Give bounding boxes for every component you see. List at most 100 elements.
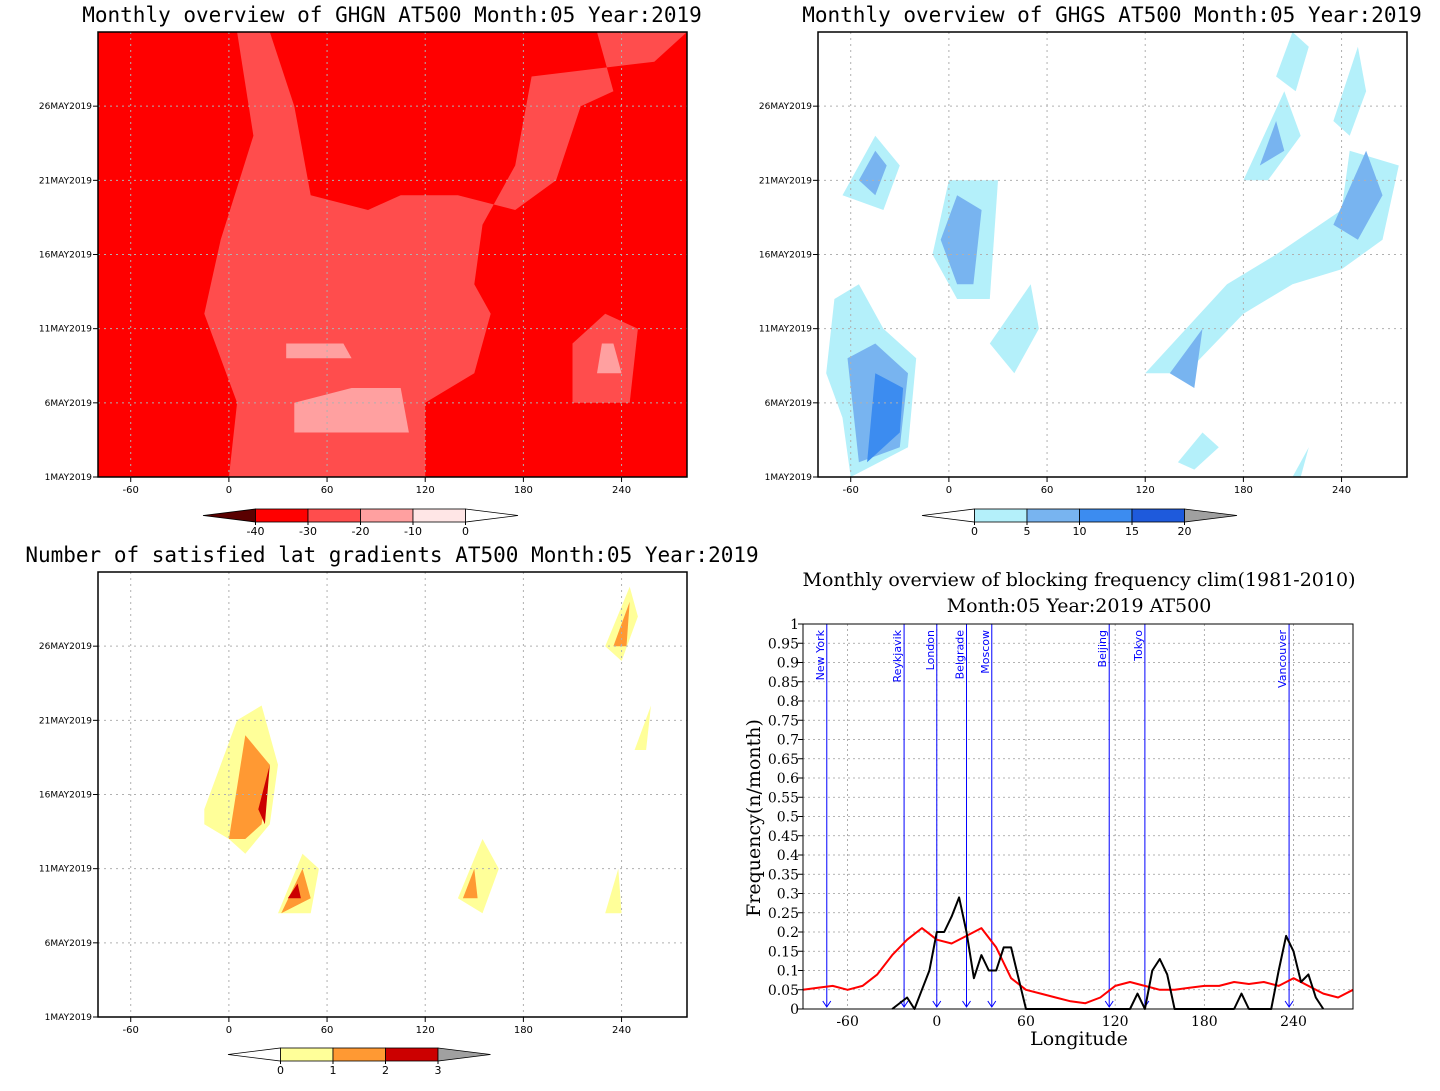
x-tick-label: 240	[612, 485, 631, 496]
colorbar-segment	[1131, 508, 1185, 523]
y-tick-label: 21MAY2019	[39, 176, 92, 186]
x-tick-label: 120	[1136, 485, 1155, 496]
freq-x-tick-label: 60	[1017, 1014, 1035, 1030]
freq-y-tick-label: 0.15	[768, 944, 799, 960]
x-tick-label: 180	[514, 485, 533, 496]
city-arrow	[1104, 1000, 1114, 1008]
plot-frame	[817, 31, 1408, 478]
colorbar-label: 0	[971, 525, 978, 538]
ghgs-blob-nw-core	[858, 150, 887, 196]
colorbar-arrow-left	[202, 508, 256, 523]
grad-plot: -60 0 60 120 180 240 1MAY2019 6MAY2019 11MAY2019…	[39, 571, 688, 1036]
freq-y-tick-label: 0.35	[768, 867, 799, 883]
ghgs-blob-top-core	[1259, 121, 1285, 166]
x-tick-label: 0	[946, 485, 952, 496]
grad-blob-f	[634, 705, 651, 750]
colorbar-label: -40	[247, 525, 265, 538]
y-tick-label: 6MAY2019	[45, 399, 93, 409]
colorbar-label: 20	[1178, 525, 1192, 538]
y-tick-label: 11MAY2019	[39, 865, 92, 875]
ghgs-band-east-core	[1169, 328, 1203, 388]
y-tick-label: 16MAY2019	[39, 791, 92, 801]
ghgn-title: Monthly overview of GHGN AT500 Month:05 …	[82, 3, 702, 27]
ghgs-blob-top2	[1276, 32, 1309, 92]
y-tick-label: 21MAY2019	[759, 176, 812, 186]
ghgs-colorbar: 0 5 10 15 20	[921, 508, 1238, 538]
city-label: Tokyo	[1132, 630, 1145, 662]
colorbar-arrow-left	[921, 508, 975, 523]
y-tick-label: 16MAY2019	[39, 251, 92, 261]
colorbar-label: 5	[1024, 525, 1031, 538]
colorbar-label: -10	[404, 525, 422, 538]
colorbar-segment	[1026, 508, 1080, 523]
freq-y-tick-label: 1	[790, 617, 799, 633]
y-tick-label: 11MAY2019	[759, 325, 812, 335]
city-label: Moscow	[979, 630, 992, 674]
freq-y-tick-label: 0.7	[777, 733, 799, 749]
freq-y-tick-label: 0.6	[777, 771, 799, 787]
colorbar-label: 15	[1125, 525, 1139, 538]
y-tick-label: 6MAY2019	[45, 939, 93, 949]
freq-y-tick-label: 0	[790, 1002, 799, 1018]
freq-x-tick-label: -60	[836, 1014, 859, 1030]
freq-subtitle: Month:05 Year:2019 AT500	[947, 595, 1212, 617]
x-tick-label: 240	[612, 1025, 631, 1036]
ghgs-plot: -60 0 60 120 180 240 1MAY2019 6MAY2019 11MAY2019…	[759, 31, 1408, 496]
colorbar-label: -30	[299, 525, 317, 538]
ghgn-panel: Monthly overview of GHGN AT500 Month:05 …	[39, 3, 702, 538]
ghgn-field-main	[204, 32, 687, 477]
colorbar-segment	[280, 1047, 334, 1062]
city-label: Vancouver	[1276, 630, 1289, 688]
freq-y-tick-label: 0.65	[768, 752, 799, 768]
x-tick-label: 0	[226, 1025, 232, 1036]
colorbar-segment	[307, 508, 361, 523]
ghgs-blob-b	[989, 284, 1039, 374]
grad-blob-d-core	[613, 601, 630, 647]
grad-blob-a-mid	[228, 735, 270, 839]
x-tick-label: 120	[416, 1025, 435, 1036]
ghgs-panel: Monthly overview of GHGS AT500 Month:05 …	[759, 3, 1422, 538]
x-tick-label: 240	[1332, 485, 1351, 496]
freq-y-tick-label: 0.9	[777, 656, 799, 672]
grad-colorbar: 0 1 2 3	[227, 1047, 491, 1077]
colorbar-arrow-right	[465, 508, 519, 523]
city-label: Beijing	[1096, 630, 1109, 667]
y-tick-label: 6MAY2019	[765, 399, 813, 409]
freq-y-tick-label: 0.75	[768, 713, 799, 729]
colorbar-label: 0	[277, 1064, 284, 1077]
ghgs-blob-top3	[1333, 46, 1367, 136]
freq-y-tick-label: 0.3	[777, 887, 799, 903]
freq-y-tick-label: 0.25	[768, 906, 799, 922]
plot-frame	[97, 571, 688, 1018]
colorbar-label: 3	[435, 1064, 442, 1077]
colorbar-label: 0	[462, 525, 469, 538]
plot-frame	[97, 31, 688, 478]
freq-x-tick-label: 120	[1102, 1014, 1129, 1030]
colorbar-segment	[385, 1047, 439, 1062]
grad-blob-a-core	[258, 764, 270, 825]
y-tick-label: 1MAY2019	[765, 473, 813, 483]
ghgs-blob-low	[1177, 432, 1219, 470]
series-line-red	[802, 927, 1354, 1005]
y-tick-label: 21MAY2019	[39, 716, 92, 726]
colorbar-segment	[360, 508, 414, 523]
city-arrow	[962, 1000, 971, 1008]
colorbar-segment	[974, 508, 1028, 523]
ghgn-core-c	[597, 343, 622, 374]
ghgn-core-b	[286, 343, 352, 359]
freq-y-tick-label: 0.05	[768, 983, 799, 999]
city-arrow	[987, 1000, 997, 1008]
x-tick-label: 180	[514, 1025, 533, 1036]
grad-blob-b-core	[287, 883, 301, 899]
x-tick-label: 120	[416, 485, 435, 496]
y-tick-label: 1MAY2019	[45, 1013, 93, 1023]
y-tick-label: 26MAY2019	[39, 102, 92, 112]
freq-y-tick-label: 0.45	[768, 829, 799, 845]
grad-blob-c-core	[462, 868, 478, 899]
ghgn-core-a	[294, 388, 409, 433]
colorbar-label: 2	[382, 1064, 389, 1077]
freq-xlabel: Longitude	[1030, 1028, 1128, 1050]
grad-title: Number of satisfied lat gradients AT500 …	[25, 543, 758, 567]
freq-panel: Monthly overview of blocking frequency c…	[743, 569, 1356, 1050]
colorbar-label: 1	[330, 1064, 337, 1077]
